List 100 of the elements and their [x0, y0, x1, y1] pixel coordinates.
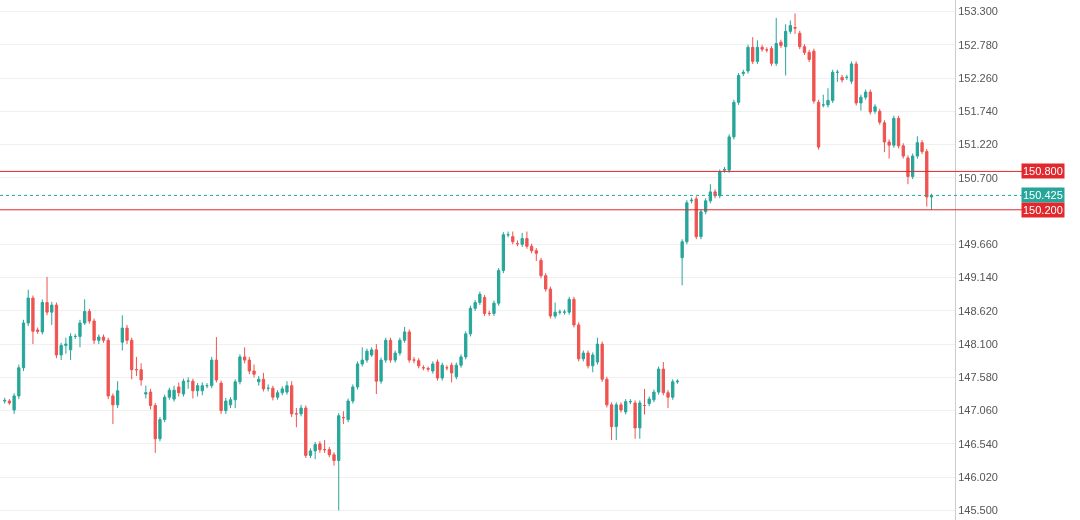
candlestick	[769, 45, 774, 67]
candlestick	[167, 387, 172, 401]
y-tick-label: 151.740	[958, 105, 998, 118]
candlestick	[261, 372, 266, 392]
candlestick	[318, 440, 322, 454]
candlestick	[854, 60, 858, 107]
candlestick	[242, 346, 247, 364]
y-tick-label: 149.660	[958, 238, 998, 251]
candlestick	[388, 337, 393, 364]
candlestick	[426, 365, 430, 373]
y-tick-label: 146.540	[958, 437, 998, 450]
candlestick	[294, 407, 299, 428]
y-tick-label: 148.100	[958, 337, 998, 350]
candlestick	[435, 358, 440, 382]
candlestick	[567, 296, 571, 316]
candlestick	[581, 350, 585, 362]
candlestick	[299, 404, 303, 417]
candlestick	[755, 39, 760, 65]
candlestick	[224, 397, 228, 415]
candlestick	[115, 380, 120, 409]
candlestick	[186, 376, 190, 390]
candlestick	[219, 380, 223, 415]
candlestick	[779, 39, 783, 49]
candlestick	[774, 17, 778, 67]
candlestick	[337, 412, 341, 511]
candlestick	[859, 94, 863, 112]
candlestick	[553, 302, 557, 320]
candlestick	[534, 247, 538, 262]
candlestick	[449, 362, 454, 383]
candlestick	[97, 334, 101, 345]
candlestick	[619, 401, 623, 414]
candlestick	[783, 23, 788, 76]
candlestick	[741, 69, 745, 77]
candlestick	[322, 439, 327, 454]
candlestick	[586, 350, 590, 369]
y-tick-label: 150.700	[958, 171, 998, 184]
candlestick	[120, 314, 124, 351]
candlestick	[412, 356, 416, 364]
candlestick	[482, 294, 487, 317]
y-tick-label: 151.220	[958, 138, 998, 151]
y-tick-label: 152.780	[958, 38, 998, 51]
candlestick	[3, 397, 7, 405]
candlestick	[816, 99, 821, 151]
y-tick-label: 145.500	[958, 504, 998, 517]
candlestick	[191, 378, 195, 399]
candlestick	[40, 298, 44, 336]
candlestick	[200, 381, 204, 396]
candlestick	[751, 36, 755, 65]
candlestick	[633, 399, 637, 440]
candlestick	[50, 301, 54, 326]
candlestick	[144, 385, 148, 399]
candlestick	[313, 441, 317, 460]
candlestick	[177, 381, 181, 398]
candlestick	[760, 44, 764, 53]
candlestick	[511, 231, 515, 245]
y-tick-label: 149.140	[958, 271, 998, 284]
ref-line-label: 150.425	[1023, 189, 1063, 201]
candlestick	[290, 380, 294, 418]
y-tick-label: 148.620	[958, 304, 998, 317]
y-tick-label: 147.060	[958, 404, 998, 417]
candlestick	[214, 336, 219, 383]
y-tick-label: 146.020	[958, 471, 998, 483]
candlestick	[892, 115, 896, 149]
candlestick	[440, 362, 444, 382]
candlestick	[671, 378, 675, 401]
candlestick	[195, 382, 200, 398]
candlestick	[181, 378, 186, 398]
candlestick	[257, 375, 261, 387]
candlestick	[849, 60, 854, 85]
candlestick	[694, 195, 698, 240]
candlestick	[210, 356, 214, 389]
candlestick	[642, 388, 647, 415]
candlestick	[341, 410, 346, 425]
candlestick	[638, 399, 642, 440]
y-tick-label: 147.580	[958, 371, 998, 384]
candlestick	[525, 231, 529, 250]
candlestick	[840, 74, 844, 84]
candlestick	[275, 389, 280, 401]
candlestick	[906, 154, 910, 185]
candlestick	[45, 276, 49, 316]
candlestick	[501, 231, 506, 274]
y-tick-label: 152.260	[958, 71, 998, 84]
candlestick	[614, 401, 618, 441]
candlestick	[915, 135, 920, 160]
candlestick	[835, 69, 840, 83]
candlestick	[304, 405, 308, 459]
ref-line-label: 150.800	[1023, 165, 1063, 177]
candlestick	[332, 451, 336, 467]
candlestick	[31, 295, 35, 345]
candlestick	[68, 332, 73, 361]
candlestick	[520, 232, 524, 248]
candlestick	[868, 89, 872, 115]
candlestick	[873, 103, 877, 115]
candlestick	[431, 360, 435, 375]
candlestick	[746, 44, 750, 75]
candlestick	[821, 94, 825, 108]
y-tick-label: 153.300	[958, 5, 998, 18]
candlestick	[7, 398, 12, 406]
candlestick	[417, 357, 421, 369]
candlestick	[172, 385, 176, 403]
